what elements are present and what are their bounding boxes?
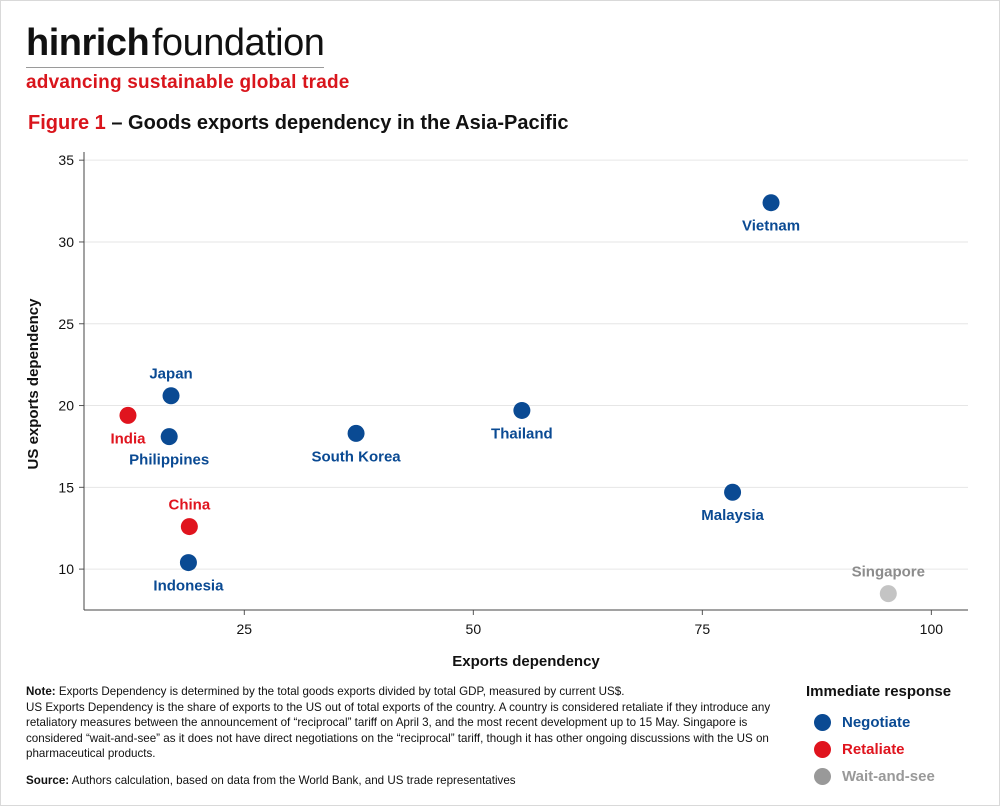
legend-item-negotiate: Negotiate xyxy=(814,709,951,736)
source-label: Source: xyxy=(26,774,70,787)
note-line-2: US Exports Dependency is the share of ex… xyxy=(26,700,771,761)
tick-label-x-50: 50 xyxy=(466,621,482,637)
point-singapore xyxy=(879,585,897,603)
notes-block: Note: Exports Dependency is determined b… xyxy=(26,684,786,762)
scatter-chart: 10 15 20 25 30 35 25 50 75 100 Vietnam Japan India P… xyxy=(25,152,968,670)
gridlines xyxy=(84,159,968,570)
point-malaysia xyxy=(724,483,742,501)
negotiate-dot-icon xyxy=(814,714,831,731)
tick-label-x-75: 75 xyxy=(695,621,711,637)
data-label-indonesia: Indonesia xyxy=(153,578,224,595)
point-vietnam xyxy=(762,194,780,212)
brand-tagline: advancing sustainable global trade xyxy=(26,72,350,93)
axes xyxy=(79,152,968,615)
brand-name-bold: hinrich xyxy=(26,22,150,64)
source-line: Source: Authors calculation, based on da… xyxy=(26,774,516,787)
data-label-philippines: Philippines xyxy=(129,452,209,469)
point-japan xyxy=(162,387,180,405)
x-axis-label: Exports dependency xyxy=(452,653,600,670)
legend-title: Immediate response xyxy=(806,683,952,700)
brand-divider xyxy=(26,67,324,68)
note-line-1: Note: Exports Dependency is determined b… xyxy=(26,684,786,700)
y-axis-label: US exports dependency xyxy=(25,298,42,470)
data-label-vietnam: Vietnam xyxy=(742,218,800,235)
tick-label-y-15: 15 xyxy=(58,479,74,495)
legend: Immediate response Negotiate Retaliate W… xyxy=(806,683,951,790)
tick-label-y-25: 25 xyxy=(58,316,74,332)
tick-label-y-20: 20 xyxy=(58,398,74,414)
data-label-singapore: Singapore xyxy=(852,564,925,581)
figure-title: Figure 1 – Goods exports dependency in t… xyxy=(28,112,569,135)
legend-label-negotiate: Negotiate xyxy=(842,714,911,731)
brand-name-regular: foundation xyxy=(151,22,325,64)
tick-label-x-100: 100 xyxy=(920,621,944,637)
figure-title-text: – Goods exports dependency in the Asia-P… xyxy=(111,112,569,134)
point-south-korea xyxy=(347,424,365,442)
data-label-japan: Japan xyxy=(149,366,192,383)
data-labels: Vietnam Japan India Philippines South Korea T… xyxy=(110,218,925,595)
legend-item-retaliate: Retaliate xyxy=(814,736,951,763)
data-label-malaysia: Malaysia xyxy=(701,507,764,524)
tick-label-y-10: 10 xyxy=(58,561,74,577)
legend-label-wait-and-see: Wait-and-see xyxy=(842,768,935,785)
figure-number: Figure 1 xyxy=(28,112,106,134)
point-philippines xyxy=(160,428,178,446)
data-label-thailand: Thailand xyxy=(491,425,553,442)
legend-item-wait-and-see: Wait-and-see xyxy=(814,763,951,790)
data-points xyxy=(119,194,897,603)
data-label-india: India xyxy=(110,430,146,447)
wait-and-see-dot-icon xyxy=(814,768,831,785)
point-china xyxy=(180,518,198,536)
data-label-south-korea: South Korea xyxy=(311,448,401,465)
legend-label-retaliate: Retaliate xyxy=(842,741,905,758)
retaliate-dot-icon xyxy=(814,741,831,758)
data-label-china: China xyxy=(169,497,211,514)
tick-label-y-35: 35 xyxy=(58,152,74,168)
point-india xyxy=(119,406,137,424)
tick-label-y-30: 30 xyxy=(58,234,74,250)
point-indonesia xyxy=(179,554,197,572)
tick-label-x-25: 25 xyxy=(237,621,253,637)
point-thailand xyxy=(513,401,531,419)
tick-labels: 10 15 20 25 30 35 25 50 75 100 xyxy=(58,152,943,637)
brand-logo: hinrich foundation xyxy=(26,22,325,64)
note-text-1: Exports Dependency is determined by the … xyxy=(55,685,625,698)
source-text: Authors calculation, based on data from … xyxy=(69,774,516,787)
note-label: Note: xyxy=(26,685,56,698)
